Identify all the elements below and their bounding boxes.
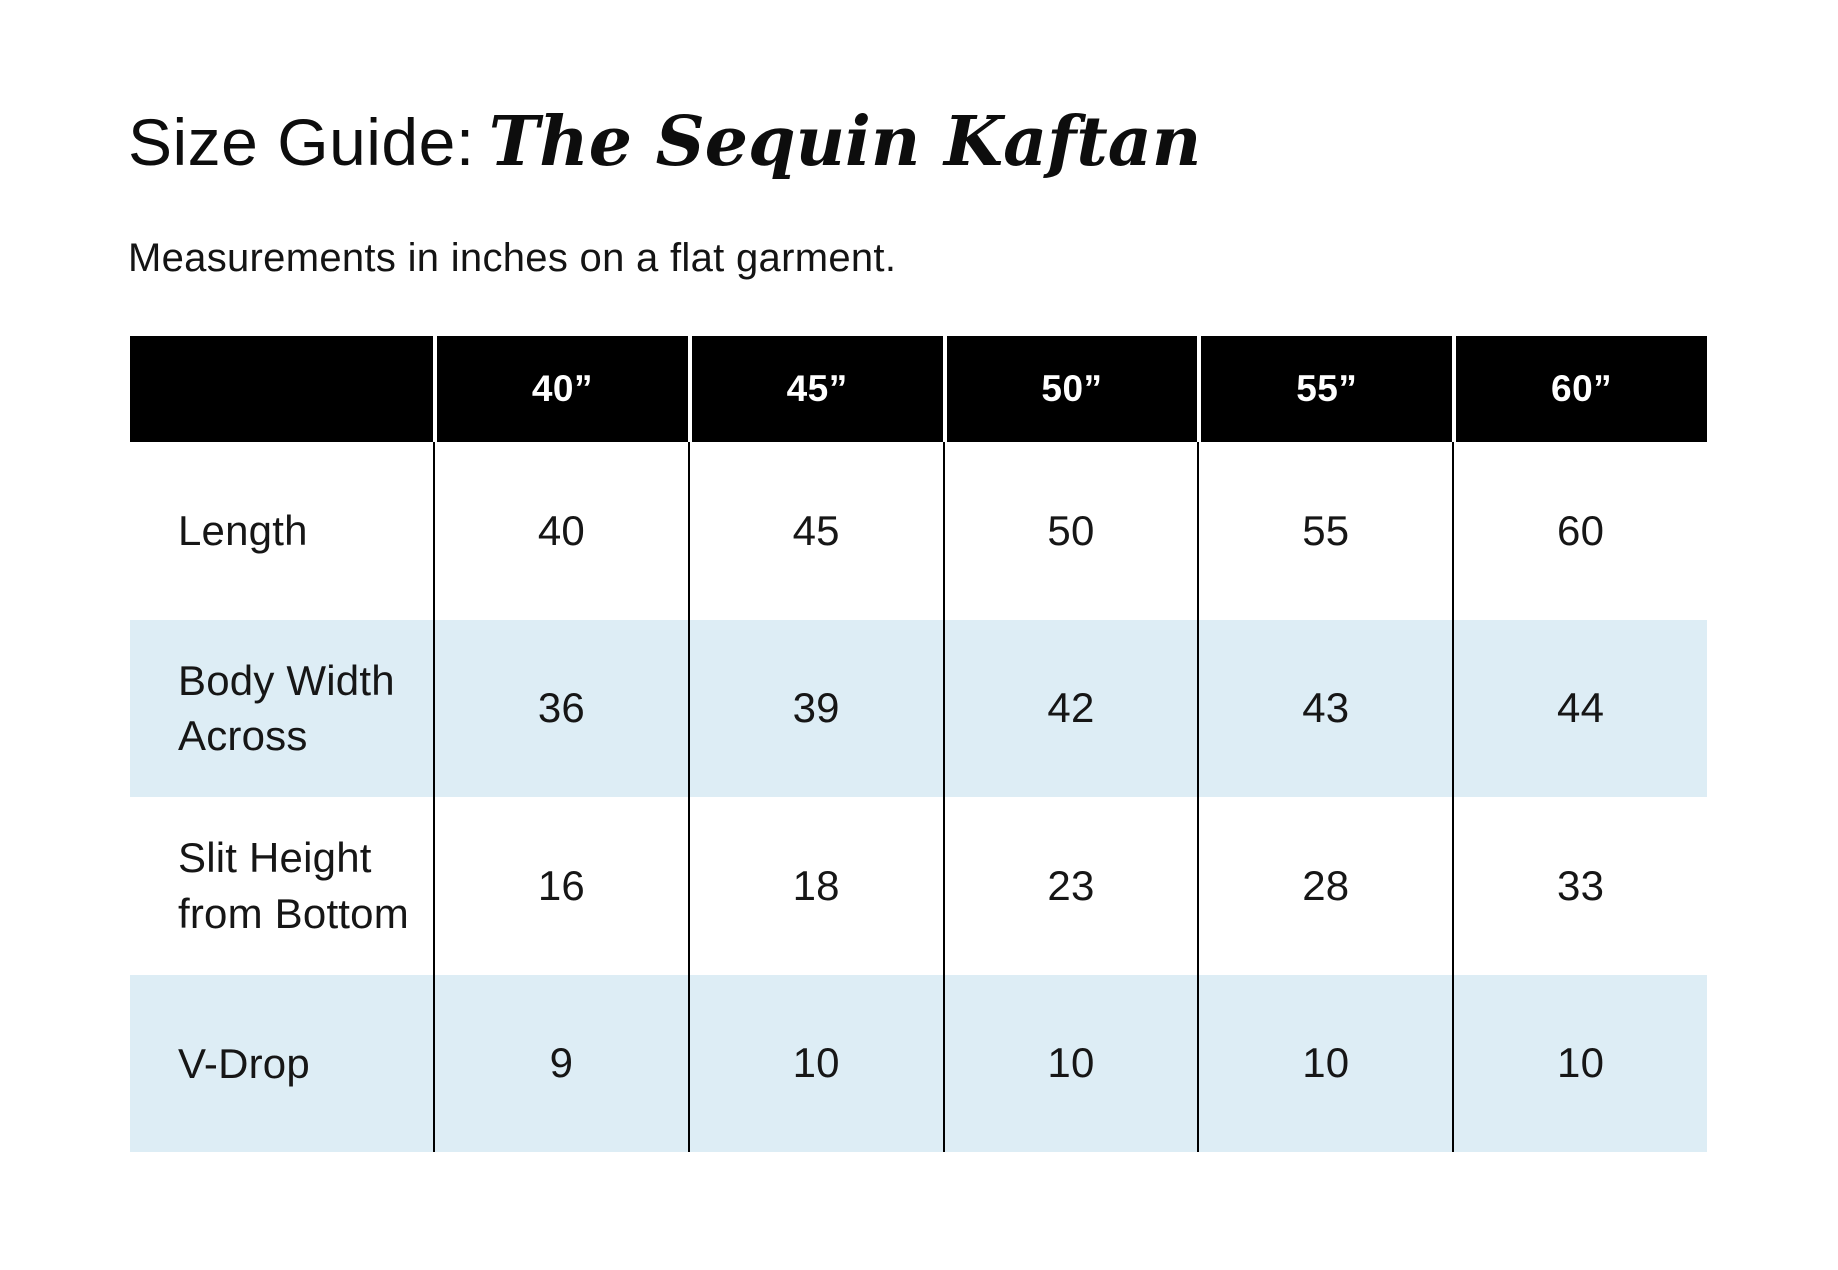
- column-header-55in: 55”: [1197, 336, 1453, 442]
- cell-bodywidth-40: 36: [433, 619, 688, 797]
- cell-bodywidth-60: 44: [1452, 619, 1707, 797]
- row-label-body-width-across: Body Width Across: [130, 619, 433, 797]
- cell-bodywidth-50: 42: [942, 619, 1198, 797]
- cell-vdrop-40: 9: [433, 974, 688, 1152]
- row-label-v-drop: V-Drop: [130, 974, 433, 1152]
- cell-vdrop-50: 10: [942, 974, 1198, 1152]
- subtitle: Measurements in inches on a flat garment…: [128, 236, 897, 280]
- column-header-40in: 40”: [433, 336, 688, 442]
- page-title-product-name: The Sequin Kaftan: [488, 102, 1202, 182]
- cell-bodywidth-45: 39: [687, 619, 943, 797]
- cell-vdrop-60: 10: [1452, 974, 1707, 1152]
- cell-slitheight-55: 28: [1197, 797, 1452, 975]
- page-title-regular: Size Guide:: [128, 105, 475, 179]
- row-label-slit-height: Slit Height from Bottom: [178, 834, 409, 937]
- cell-vdrop-45: 10: [687, 974, 943, 1152]
- cell-slitheight-45: 18: [687, 797, 943, 975]
- column-header-60in: 60”: [1452, 336, 1707, 442]
- cell-length-55: 55: [1197, 442, 1452, 620]
- cell-length-40: 40: [433, 442, 688, 620]
- corner-header-cell: [130, 336, 433, 442]
- size-chart-table: 40” 45” 50” 55” 60” Length 40 45 50 55 6…: [130, 336, 1707, 1152]
- cell-length-45: 45: [687, 442, 943, 620]
- page-title: Size Guide: The Sequin Kaftan: [128, 108, 1201, 176]
- cell-slitheight-60: 33: [1452, 797, 1707, 975]
- cell-slitheight-40: 16: [433, 797, 688, 975]
- cell-vdrop-55: 10: [1197, 974, 1453, 1152]
- cell-bodywidth-55: 43: [1197, 619, 1453, 797]
- row-label-length: Length: [178, 507, 308, 555]
- cell-slitheight-50: 23: [942, 797, 1198, 975]
- cell-length-50: 50: [942, 442, 1198, 620]
- column-header-50in: 50”: [942, 336, 1198, 442]
- cell-length-60: 60: [1452, 442, 1707, 620]
- column-header-45in: 45”: [687, 336, 943, 442]
